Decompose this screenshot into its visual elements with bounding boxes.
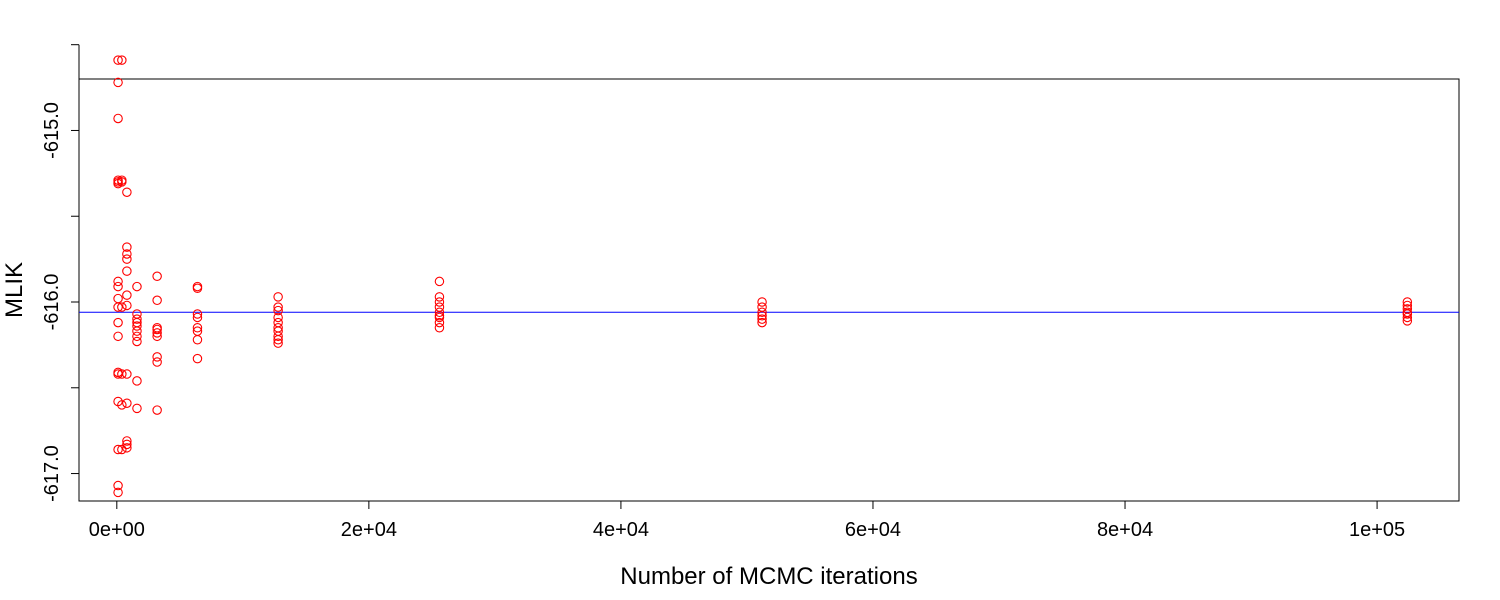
data-point (122, 242, 132, 252)
x-axis: 0e+00 2e+04 4e+04 6e+04 8e+04 1e+05 (89, 500, 1405, 541)
data-point (122, 249, 132, 259)
data-point (1402, 312, 1413, 323)
data-point (1402, 297, 1413, 307)
data-point (757, 317, 767, 328)
data-point (132, 376, 142, 386)
data-point (113, 302, 123, 312)
data-point (113, 276, 123, 287)
data-point (273, 302, 283, 312)
data-point (122, 436, 132, 446)
data-point (113, 77, 123, 88)
data-point (434, 292, 445, 302)
data-point (132, 331, 142, 342)
data-point (273, 334, 283, 345)
data-point (132, 326, 142, 336)
data-point (434, 322, 445, 333)
data-point (434, 276, 445, 287)
data-point (122, 290, 132, 300)
data-point (113, 480, 123, 491)
x-tick-label: 4e+04 (593, 519, 649, 541)
y-tick-label: -617.0 (41, 445, 63, 502)
data-point (192, 322, 203, 333)
data-point (117, 55, 127, 65)
data-point (434, 307, 445, 318)
data-point (122, 254, 132, 264)
data-point (152, 271, 162, 282)
data-point (757, 310, 767, 321)
data-point (122, 439, 132, 450)
data-point (122, 187, 132, 197)
data-point (117, 369, 127, 379)
data-point (117, 400, 127, 410)
data-point (192, 283, 203, 294)
data-point (192, 309, 203, 319)
x-tick-label: 6e+04 (845, 519, 901, 541)
x-tick-label: 0e+00 (89, 519, 145, 541)
y-axis-title: MLIK (1, 262, 28, 318)
data-points (113, 55, 1413, 498)
data-point (757, 314, 767, 324)
data-point (132, 281, 142, 292)
data-point (273, 292, 283, 302)
y-tick-label: -616.0 (41, 274, 63, 331)
data-point (122, 266, 132, 276)
data-point (113, 444, 123, 455)
data-point (122, 443, 132, 453)
data-point (132, 314, 142, 324)
data-point (192, 312, 203, 323)
data-point (122, 398, 132, 408)
data-point (113, 281, 123, 292)
y-axis: -617.0 -616.0 -615.0 (41, 44, 80, 502)
data-point (132, 336, 142, 347)
data-point (117, 177, 127, 187)
data-point (757, 307, 767, 318)
data-point (273, 305, 283, 316)
data-point (113, 55, 123, 65)
data-point (273, 312, 283, 323)
data-point (192, 353, 203, 364)
data-point (757, 297, 767, 307)
data-point (113, 331, 123, 342)
x-tick-label: 1e+05 (1349, 519, 1405, 541)
data-point (152, 357, 162, 367)
data-point (113, 487, 123, 498)
x-axis-title: Number of MCMC iterations (620, 563, 917, 590)
data-point (113, 113, 123, 124)
data-point (152, 352, 162, 362)
plot-frame (78, 78, 1460, 502)
data-point (434, 312, 445, 323)
x-tick-label: 8e+04 (1097, 519, 1153, 541)
data-point (434, 297, 445, 307)
data-point (113, 317, 123, 328)
data-point (117, 302, 127, 312)
data-point (273, 331, 283, 342)
data-point (122, 300, 132, 311)
data-point (122, 369, 132, 379)
data-point (152, 295, 162, 306)
data-point (113, 293, 123, 304)
data-point (152, 331, 162, 342)
data-point (132, 403, 142, 414)
data-point (273, 338, 283, 348)
data-point (152, 328, 162, 338)
data-point (1402, 309, 1413, 319)
x-tick-label: 2e+04 (341, 519, 397, 541)
data-point (152, 324, 162, 335)
data-point (1402, 316, 1413, 326)
data-point (132, 321, 142, 331)
data-point (117, 444, 127, 455)
data-point (434, 317, 445, 328)
y-tick-label: -615.0 (41, 102, 63, 159)
data-point (152, 405, 162, 415)
data-point (192, 334, 203, 345)
